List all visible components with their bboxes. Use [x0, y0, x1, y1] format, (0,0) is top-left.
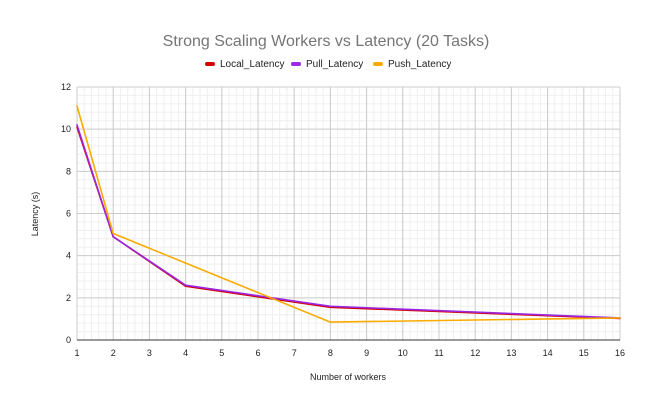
y-tick-label: 10	[61, 124, 71, 134]
legend-swatch	[373, 62, 383, 66]
x-tick-label: 12	[470, 348, 480, 358]
series-line-pull-latency	[76, 124, 621, 319]
legend: Local_Latency Pull_Latency Push_Latency	[205, 59, 451, 70]
x-tick-label: 15	[579, 348, 589, 358]
x-tick-label: 5	[219, 348, 224, 358]
x-tick-label: 14	[543, 348, 553, 358]
x-tick-label: 3	[147, 348, 152, 358]
major-gridlines	[76, 86, 621, 341]
y-axis-ticks: 0 2 4 6 8 10 12	[61, 82, 71, 345]
x-tick-label: 11	[434, 348, 443, 358]
legend-label: Push_Latency	[388, 59, 451, 70]
series-line-push-latency	[76, 105, 621, 323]
y-axis-label: Latency (s)	[30, 192, 40, 237]
y-tick-label: 6	[66, 209, 71, 219]
legend-label: Local_Latency	[220, 59, 285, 70]
x-tick-label: 6	[255, 348, 260, 358]
x-axis-label: Number of workers	[310, 372, 387, 382]
x-tick-label: 8	[328, 348, 333, 358]
x-tick-label: 9	[364, 348, 369, 358]
chart-title: Strong Scaling Workers vs Latency (20 Ta…	[163, 33, 490, 50]
legend-swatch	[205, 62, 215, 66]
legend-swatch	[291, 62, 301, 66]
x-tick-label: 4	[183, 348, 188, 358]
x-tick-label: 1	[74, 348, 79, 358]
x-tick-label: 7	[292, 348, 297, 358]
y-tick-label: 12	[61, 82, 71, 92]
x-tick-label: 2	[111, 348, 116, 358]
x-tick-label: 10	[398, 348, 408, 358]
y-tick-label: 8	[66, 166, 71, 176]
x-tick-label: 16	[615, 348, 625, 358]
y-tick-label: 4	[66, 251, 71, 261]
legend-label: Pull_Latency	[306, 59, 363, 70]
y-tick-label: 0	[66, 335, 71, 345]
y-tick-label: 2	[66, 293, 71, 303]
x-tick-label: 13	[506, 348, 516, 358]
x-axis-ticks: 1 2 3 4 5 6 7 8 9 10 11 12 13 14 15 16	[74, 348, 625, 358]
series-lines	[76, 105, 621, 323]
